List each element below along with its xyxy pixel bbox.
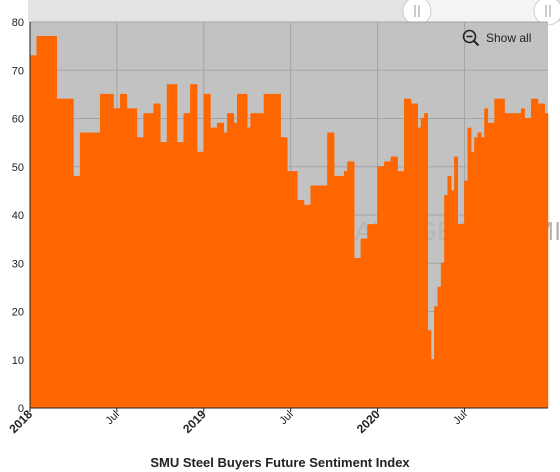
y-tick-label: 20 [12,307,24,319]
x-tick-label: 2019 [180,407,209,436]
y-tick-label: 70 [12,65,24,77]
navigator-right-handle[interactable] [533,0,560,26]
series-layer [29,35,549,409]
y-tick-label: 30 [12,258,24,270]
x-tick-label: 2020 [354,407,383,436]
x-tick-label: 2018 [6,407,35,436]
y-tick-label: 0 [18,403,24,415]
range-navigator[interactable] [28,0,560,26]
y-tick-label: 80 [12,17,24,29]
show-all-label: Show all [486,31,532,45]
show-all-button[interactable]: Show all [462,28,531,48]
x-tick-label: Jul [104,409,122,427]
y-tick-label: 10 [12,355,24,367]
x-tick-label: Jul [451,409,469,427]
y-axis-ticks: 0 10 20 30 40 50 60 70 80 [12,17,24,415]
y-tick-label: 60 [12,114,24,126]
x-tick-label: Jul [277,409,295,427]
y-tick-label: 50 [12,162,24,174]
x-axis-ticks: 2018 Jul 2019 Jul 2020 Jul [6,407,469,436]
y-tick-label: 40 [12,210,24,222]
navigator-selection[interactable] [417,0,548,22]
chart-title: SMU Steel Buyers Future Sentiment Index [150,455,410,470]
zoom-out-icon [462,29,480,47]
navigator-left-handle[interactable] [402,0,432,26]
